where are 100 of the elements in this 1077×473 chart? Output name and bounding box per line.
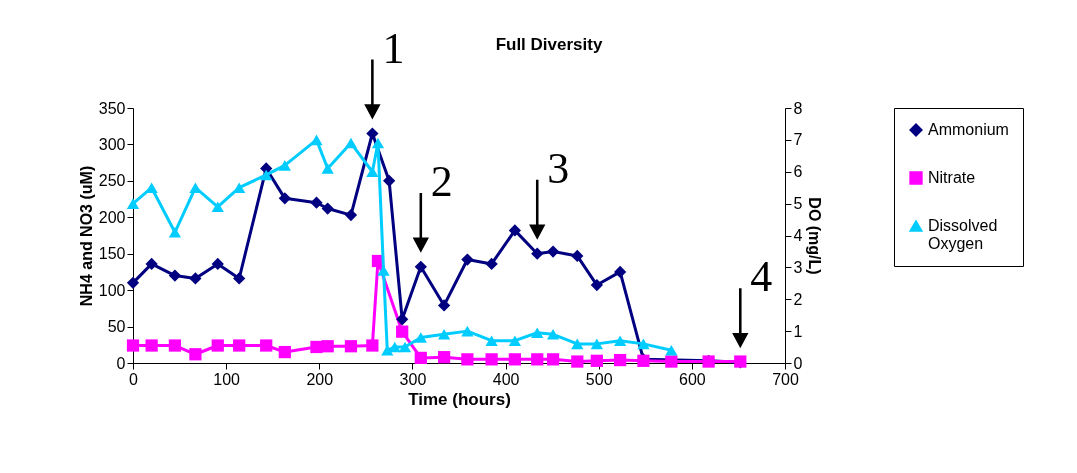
y2-tick-label: 1 [793, 322, 803, 340]
point [508, 224, 522, 237]
point [546, 353, 560, 366]
y-tick-label: 150 [98, 245, 126, 263]
point [590, 278, 603, 292]
point [278, 192, 291, 205]
point [321, 202, 334, 215]
point [168, 339, 182, 352]
y-tick-label: 300 [98, 135, 126, 153]
point [260, 169, 273, 181]
point [665, 344, 678, 356]
x-tick-label: 500 [585, 370, 613, 388]
point [531, 247, 544, 260]
point [189, 348, 202, 361]
point [614, 265, 627, 279]
point [126, 198, 140, 209]
point [278, 345, 291, 359]
chart-title: Full Diversity [495, 34, 603, 54]
point [461, 253, 474, 266]
point [414, 351, 427, 365]
x-tick-label: 100 [213, 370, 241, 388]
point [531, 353, 544, 366]
point [437, 329, 451, 340]
point [398, 341, 412, 353]
point [571, 249, 584, 263]
point [168, 227, 182, 238]
point [189, 272, 202, 285]
point [310, 196, 323, 209]
point [344, 137, 358, 149]
point [665, 355, 678, 368]
y-tick-label: 50 [107, 318, 126, 336]
point [396, 325, 409, 338]
point [546, 245, 560, 258]
x-tick-label: 400 [492, 370, 520, 388]
point [571, 355, 584, 368]
point [321, 163, 334, 174]
point [571, 338, 584, 350]
point [310, 340, 323, 354]
point [145, 257, 158, 271]
point [310, 134, 323, 146]
y2-tick-label: 0 [793, 354, 803, 372]
annotation: 1 [382, 23, 405, 73]
point [321, 340, 334, 353]
y2-tick-label: 6 [793, 163, 803, 181]
legend-label: Dissolved Oxygen [928, 217, 998, 252]
point [344, 208, 358, 222]
y-tick-label: 0 [116, 354, 126, 372]
y-tick-label: 200 [98, 208, 126, 226]
point [508, 353, 522, 366]
point [508, 335, 522, 346]
point [437, 351, 451, 364]
point [461, 325, 474, 337]
point [211, 339, 224, 352]
y2-tick-label: 4 [793, 227, 803, 244]
point [233, 182, 246, 193]
point [278, 160, 291, 171]
point [590, 338, 603, 350]
point [168, 269, 182, 282]
y-axis-title: NH4 and NO3 (uM) [77, 165, 95, 307]
annotation: 4 [750, 252, 773, 302]
y2-tick-label: 8 [793, 99, 803, 117]
point [614, 335, 627, 346]
y2-tick-label: 2 [793, 290, 803, 308]
point [485, 335, 498, 346]
point [437, 299, 451, 312]
annotation: 3 [547, 143, 570, 193]
point [126, 339, 140, 352]
point [637, 338, 650, 350]
y2-tick-label: 7 [793, 131, 803, 149]
point [590, 354, 603, 367]
point [614, 353, 627, 367]
point [211, 257, 224, 271]
x-tick-label: 0 [129, 370, 139, 388]
point [233, 339, 246, 352]
x-tick-label: 200 [306, 370, 334, 388]
x-tick-label: 600 [679, 370, 706, 388]
legend-label: Ammonium [928, 121, 1009, 138]
point [414, 332, 427, 343]
point [371, 137, 385, 149]
point [145, 339, 158, 352]
point [414, 260, 427, 273]
point [383, 174, 396, 187]
point [260, 339, 273, 352]
point [377, 265, 390, 276]
point [344, 340, 358, 353]
point [396, 313, 409, 326]
point [546, 329, 560, 340]
annotation: 2 [430, 156, 453, 206]
point [461, 353, 474, 366]
y2-tick-label: 5 [793, 195, 803, 213]
x-axis-title: Time (hours) [408, 389, 511, 409]
point [366, 339, 379, 352]
point [233, 272, 246, 285]
point [126, 276, 140, 289]
y2-axis-title: DO (mg/L) [806, 197, 824, 275]
y-tick-label: 250 [98, 172, 126, 190]
point [531, 327, 544, 339]
y-tick-label: 350 [98, 99, 126, 117]
point [366, 166, 379, 178]
point [485, 353, 498, 366]
